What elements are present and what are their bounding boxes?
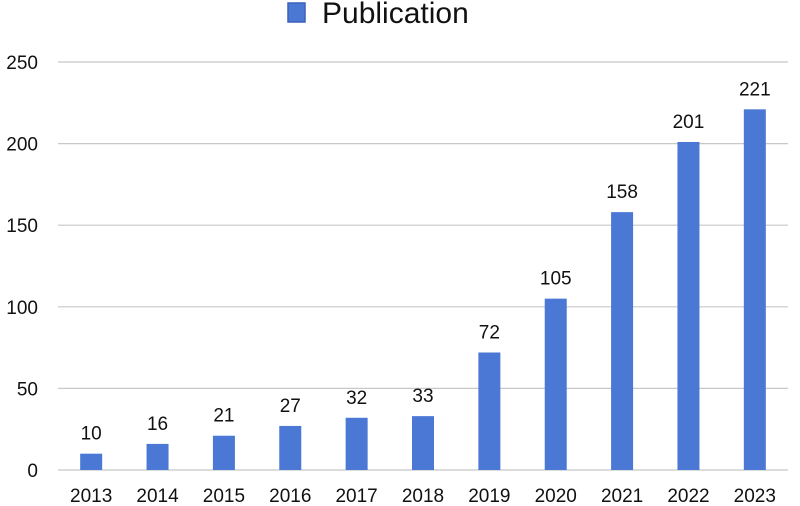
bar-2015: [212, 435, 235, 470]
y-tick-label: 50: [17, 379, 38, 400]
x-tick-label-2017: 2017: [335, 486, 377, 506]
data-label-2016: 27: [280, 396, 301, 417]
x-tick-label-2014: 2014: [136, 486, 179, 506]
y-tick-label: 250: [6, 53, 38, 74]
data-label-2014: 16: [147, 414, 168, 435]
bar-2013: [80, 453, 103, 470]
x-tick-label-2020: 2020: [535, 486, 577, 506]
bar-2014: [146, 443, 169, 470]
y-tick-label: 0: [27, 461, 38, 482]
axes: 0 50 100 150 200 250 2013 2014 2015 2016 2017 2018 2…: [6, 53, 776, 506]
x-tick-label-2018: 2018: [402, 486, 444, 506]
data-label-2020: 105: [540, 269, 572, 290]
bar-2020: [544, 298, 567, 470]
x-tick-label-2015: 2015: [203, 486, 245, 506]
legend-swatch: [287, 2, 306, 23]
bar-2016: [279, 425, 302, 470]
data-label-2021: 158: [606, 182, 638, 203]
data-label-2022: 201: [673, 112, 705, 133]
data-labels: 10 16 21 27 32 33 72 105 158 201 221: [81, 79, 771, 444]
legend-item-publication: Publication: [287, 0, 469, 30]
x-tick-label-2021: 2021: [601, 486, 643, 506]
x-tick-label-2023: 2023: [734, 486, 776, 506]
data-label-2013: 10: [81, 424, 102, 445]
data-label-2018: 33: [412, 386, 433, 407]
bar-2023: [743, 109, 766, 470]
x-tick-label-2013: 2013: [70, 486, 112, 506]
data-label-2015: 21: [213, 406, 234, 427]
y-tick-label: 100: [6, 298, 38, 319]
data-label-2017: 32: [346, 388, 367, 409]
y-tick-label: 150: [6, 216, 38, 237]
data-label-2019: 72: [479, 322, 500, 343]
bar-2019: [478, 352, 501, 470]
bars: [80, 109, 766, 471]
bar-2018: [412, 416, 434, 470]
x-tick-label-2019: 2019: [468, 486, 510, 506]
y-tick-label: 200: [6, 135, 38, 156]
bar-2017: [345, 417, 368, 470]
legend: Publication: [287, 0, 469, 30]
bar-2022: [677, 141, 700, 470]
x-tick-label-2016: 2016: [269, 486, 311, 506]
x-tick-label-2022: 2022: [667, 486, 709, 506]
data-label-2023: 221: [739, 79, 771, 100]
legend-label: Publication: [322, 0, 469, 30]
bar-2021: [611, 212, 634, 471]
gridlines: [58, 61, 788, 471]
